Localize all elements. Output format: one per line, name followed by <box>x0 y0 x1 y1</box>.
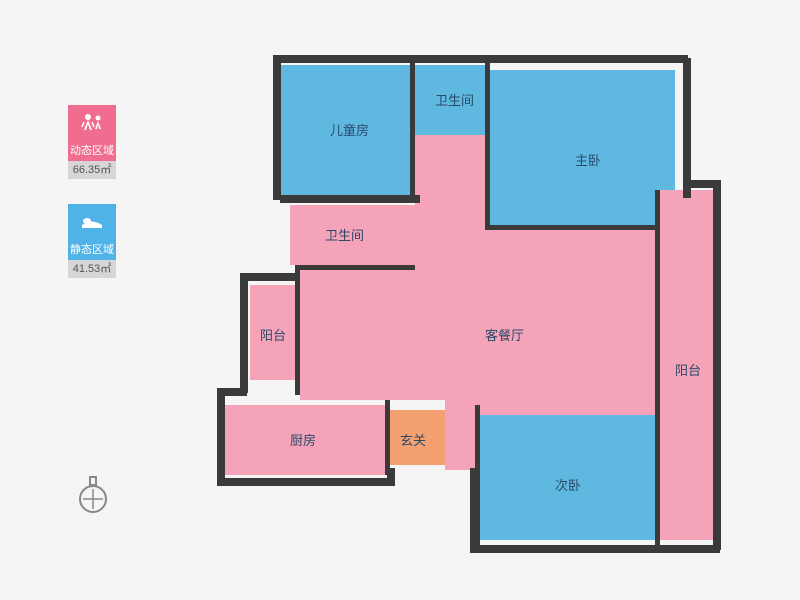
room-label: 厨房 <box>290 430 316 449</box>
wall <box>713 180 721 550</box>
people-icon <box>68 105 116 141</box>
room-label: 主卧 <box>575 150 601 169</box>
wall <box>485 225 660 230</box>
room <box>490 70 675 225</box>
compass-icon <box>75 475 111 520</box>
room-label: 阳台 <box>675 360 701 379</box>
legend-dynamic-value: 66.35㎡ <box>68 161 116 179</box>
wall <box>410 60 415 200</box>
wall <box>683 58 691 198</box>
wall <box>273 55 281 200</box>
floorplan: 儿童房卫生间主卧卫生间阳台客餐厅厨房玄关次卧阳台 <box>205 30 735 560</box>
wall <box>280 195 420 203</box>
wall <box>485 60 490 230</box>
room-label: 客餐厅 <box>485 325 524 344</box>
wall <box>295 265 415 270</box>
room-label: 卫生间 <box>435 90 474 109</box>
legend-static: 静态区域 41.53㎡ <box>68 204 116 278</box>
wall <box>217 478 395 486</box>
room-label: 次卧 <box>555 475 581 494</box>
wall <box>273 55 688 63</box>
legend-dynamic-label: 动态区域 <box>68 141 116 161</box>
legend-dynamic: 动态区域 66.35㎡ <box>68 105 116 179</box>
wall <box>475 405 480 545</box>
room <box>300 265 655 400</box>
room <box>415 135 485 270</box>
room-label: 玄关 <box>400 430 426 449</box>
room-label: 卫生间 <box>325 225 364 244</box>
wall <box>240 273 300 281</box>
wall <box>217 388 225 483</box>
wall <box>655 190 660 545</box>
wall <box>685 180 720 188</box>
legend-static-label: 静态区域 <box>68 240 116 260</box>
wall <box>240 273 248 393</box>
room-label: 儿童房 <box>330 120 369 139</box>
wall <box>385 400 390 475</box>
wall <box>470 545 720 553</box>
legend-static-value: 41.53㎡ <box>68 260 116 278</box>
bed-icon <box>68 204 116 240</box>
room-label: 阳台 <box>260 325 286 344</box>
room <box>485 225 655 270</box>
wall <box>295 265 300 395</box>
legend-panel: 动态区域 66.35㎡ 静态区域 41.53㎡ <box>68 105 116 303</box>
